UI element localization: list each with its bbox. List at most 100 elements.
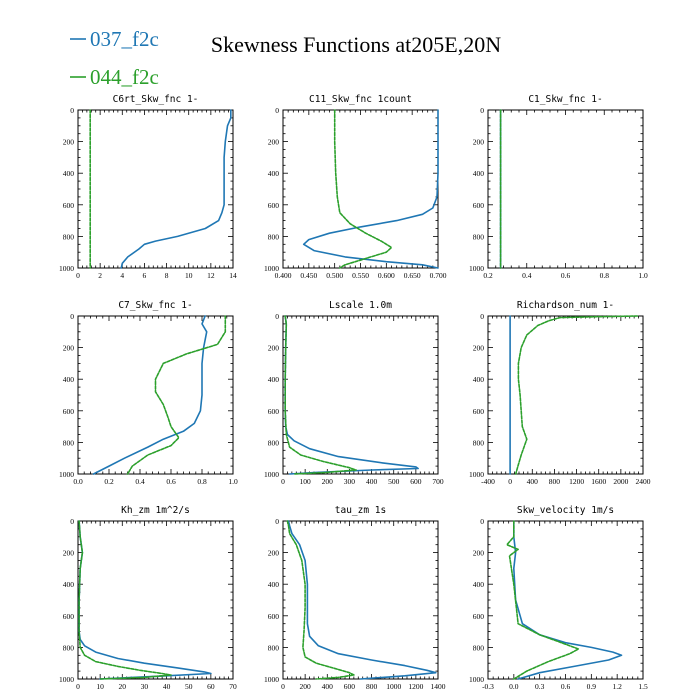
y-tick-label: 0 (70, 106, 74, 115)
y-tick-label: 1000 (469, 470, 484, 479)
series-line-037_f2c (78, 520, 212, 680)
x-tick-label: 0.3 (535, 682, 545, 691)
x-tick-label: 800 (549, 477, 561, 486)
x-tick-label: 70 (229, 682, 237, 691)
x-tick-label: 100 (300, 477, 312, 486)
x-tick-label: 300 (344, 477, 356, 486)
x-tick-label: 200 (322, 477, 334, 486)
y-tick-label: 800 (268, 232, 280, 241)
x-tick-label: -0.3 (482, 682, 494, 691)
x-tick-label: 1.0 (228, 477, 238, 486)
plot-frame (282, 109, 439, 269)
legend-label-037_f2c: 037_f2c (90, 27, 159, 51)
y-tick-label: 400 (473, 169, 485, 178)
x-tick-label: 2400 (636, 477, 651, 486)
x-tick-label: 0.0 (73, 477, 83, 486)
chart-panel-5: Lscale 1.0m 0 100 200 300 400 500 600 700 0 200 400… (264, 300, 444, 486)
y-tick-label: 400 (63, 375, 75, 384)
series-line-037_f2c (302, 109, 439, 269)
y-tick-label: 400 (268, 169, 280, 178)
y-tick-label: 800 (268, 643, 280, 652)
y-tick-label: 200 (268, 138, 280, 147)
x-tick-label: 0.8 (600, 271, 610, 280)
legend: 037_f2c 044_f2c (70, 27, 159, 89)
x-tick-label: 2000 (613, 477, 628, 486)
x-tick-label: 1400 (431, 682, 446, 691)
panel-title: C7_Skw_fnc 1- (118, 300, 192, 311)
y-tick-label: 1000 (264, 264, 279, 273)
x-tick-label: 0.4 (522, 271, 532, 280)
x-tick-label: 0.400 (275, 271, 292, 280)
x-tick-label: 0.2 (483, 271, 493, 280)
y-tick-label: 600 (473, 612, 485, 621)
series-line-037_f2c (512, 520, 623, 680)
x-tick-label: 0.0 (509, 682, 519, 691)
series-line-044_f2c (333, 109, 393, 269)
y-tick-label: 600 (268, 407, 280, 416)
y-tick-label: 1000 (469, 675, 484, 684)
x-tick-label: 0.500 (326, 271, 343, 280)
y-tick-label: 400 (473, 580, 485, 589)
x-tick-label: 600 (410, 477, 422, 486)
x-tick-label: 0.9 (587, 682, 597, 691)
chart-panel-8: tau_zm 1s 0 200 400 600 800 1000 1200 1400 0 200 40… (264, 505, 446, 691)
y-tick-label: 0 (70, 312, 74, 321)
series-line-037_f2c (284, 315, 419, 475)
y-tick-label: 200 (63, 138, 75, 147)
panel-title: C11_Skw_fnc 1count (309, 94, 412, 105)
x-tick-label: 0.650 (404, 271, 421, 280)
y-tick-label: 400 (63, 580, 75, 589)
x-tick-label: -400 (481, 477, 495, 486)
y-tick-label: 0 (480, 517, 484, 526)
chart-panel-6: Richardson_num 1--400 0 400 800 1200 1600 2000… (469, 300, 651, 486)
x-tick-label: 12 (207, 271, 215, 280)
plot-frame (282, 520, 439, 680)
chart-panel-7: Kh_zm 1m^2/s 0 10 20 30 40 50 60 70 0 200 400 600 800… (59, 505, 237, 691)
x-tick-label: 0 (508, 477, 512, 486)
plot-frame (77, 520, 234, 680)
x-tick-label: 0.600 (378, 271, 395, 280)
y-tick-label: 600 (473, 407, 485, 416)
y-tick-label: 0 (275, 106, 279, 115)
y-tick-label: 800 (473, 232, 485, 241)
y-tick-label: 0 (480, 106, 484, 115)
x-tick-label: 700 (432, 477, 444, 486)
chart-panel-1: C6rt_Skw_fnc 1- 0 2 4 6 8 10 12 14 0 200 400 600 800 1… (59, 94, 237, 280)
x-tick-label: 1.2 (612, 682, 622, 691)
panel-title: C6rt_Skw_fnc 1- (113, 94, 199, 105)
x-tick-label: 200 (300, 682, 312, 691)
panel-title: Lscale 1.0m (329, 300, 392, 311)
series-line-037_f2c (92, 315, 208, 475)
panel-title: C1_Skw_fnc 1- (528, 94, 602, 105)
y-tick-label: 200 (473, 344, 485, 353)
x-tick-label: 1000 (386, 682, 401, 691)
y-tick-label: 600 (268, 201, 280, 210)
y-tick-label: 1000 (469, 264, 484, 273)
y-tick-label: 1000 (59, 675, 74, 684)
y-tick-label: 200 (268, 344, 280, 353)
panel-title: Skw_velocity 1m/s (517, 505, 614, 516)
x-tick-label: 0.2 (104, 477, 114, 486)
chart-panel-2: C11_Skw_fnc 1count 0.400 0.450 0.500 0.550 0.… (264, 94, 447, 280)
x-tick-label: 0.8 (197, 477, 207, 486)
panel-title: tau_zm 1s (335, 505, 386, 516)
y-tick-label: 0 (70, 517, 74, 526)
plot-frame (487, 315, 644, 475)
x-tick-label: 1.0 (638, 271, 648, 280)
y-tick-label: 800 (473, 643, 485, 652)
x-tick-label: 50 (185, 682, 193, 691)
y-tick-label: 0 (275, 312, 279, 321)
x-tick-label: 60 (207, 682, 215, 691)
y-tick-label: 0 (480, 312, 484, 321)
y-tick-label: 400 (268, 375, 280, 384)
plot-frame (77, 109, 234, 269)
x-tick-label: 0.4 (135, 477, 145, 486)
y-tick-label: 600 (473, 201, 485, 210)
y-tick-label: 1000 (59, 470, 74, 479)
x-tick-label: 1.5 (638, 682, 648, 691)
chart-panels: C6rt_Skw_fnc 1-0 2 4 6 8 10 12 1402004006008001… (59, 94, 651, 691)
series-line-044_f2c (286, 520, 355, 680)
x-tick-label: 800 (366, 682, 378, 691)
x-tick-label: 30 (141, 682, 149, 691)
